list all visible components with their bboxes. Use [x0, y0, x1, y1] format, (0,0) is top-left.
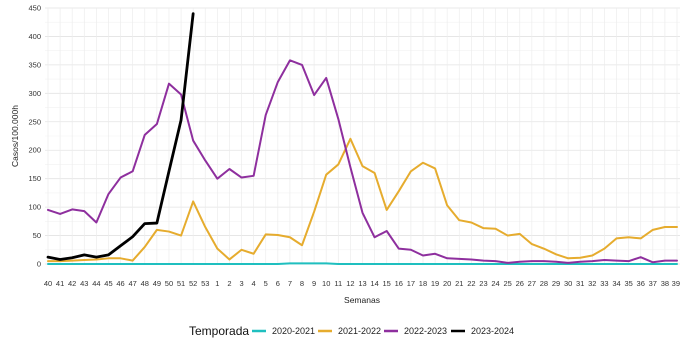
x-tick-label: 41 — [56, 279, 64, 288]
x-tick-label: 47 — [129, 279, 137, 288]
y-tick-label: 250 — [28, 117, 41, 126]
y-tick-label: 450 — [28, 4, 41, 13]
x-tick-label: 18 — [419, 279, 427, 288]
x-tick-label: 32 — [588, 279, 596, 288]
x-tick-label: 35 — [624, 279, 632, 288]
y-tick-label: 100 — [28, 203, 41, 212]
x-tick-label: 1 — [215, 279, 219, 288]
x-tick-label: 40 — [44, 279, 52, 288]
x-tick-label: 38 — [661, 279, 669, 288]
x-tick-label: 33 — [600, 279, 608, 288]
x-tick-label: 27 — [528, 279, 536, 288]
x-tick-labels: 40 41 42 43 44 45 46 47 48 49 50 51 52 53 1 2 3 4 5 6 7 8 9 10 1… — [44, 279, 680, 288]
legend-label-2023-2024: 2023-2024 — [471, 326, 514, 336]
x-tick-label: 53 — [201, 279, 209, 288]
x-tick-label: 24 — [491, 279, 499, 288]
x-tick-label: 23 — [479, 279, 487, 288]
x-tick-label: 11 — [334, 279, 342, 288]
y-tick-label: 0 — [37, 260, 41, 269]
x-tick-label: 43 — [80, 279, 88, 288]
x-tick-label: 6 — [276, 279, 280, 288]
x-tick-label: 4 — [252, 279, 256, 288]
x-tick-label: 17 — [407, 279, 415, 288]
y-tick-label: 400 — [28, 32, 41, 41]
x-tick-label: 39 — [672, 279, 680, 288]
x-tick-label: 44 — [92, 279, 100, 288]
y-tick-label: 150 — [28, 174, 41, 183]
x-tick-label: 46 — [116, 279, 124, 288]
x-tick-label: 14 — [370, 279, 378, 288]
x-tick-label: 12 — [346, 279, 354, 288]
legend-label-2020-2021: 2020-2021 — [272, 326, 315, 336]
x-tick-label: 8 — [300, 279, 304, 288]
x-tick-label: 13 — [358, 279, 366, 288]
x-tick-label: 9 — [312, 279, 316, 288]
x-tick-label: 7 — [288, 279, 292, 288]
x-tick-label: 42 — [68, 279, 76, 288]
x-tick-label: 20 — [443, 279, 451, 288]
x-tick-label: 37 — [649, 279, 657, 288]
x-tick-label: 25 — [503, 279, 511, 288]
x-tick-label: 3 — [239, 279, 243, 288]
y-tick-label: 50 — [33, 231, 41, 240]
x-tick-label: 50 — [165, 279, 173, 288]
x-tick-label: 10 — [322, 279, 330, 288]
x-tick-label: 52 — [189, 279, 197, 288]
x-tick-label: 26 — [516, 279, 524, 288]
x-tick-label: 2 — [227, 279, 231, 288]
x-tick-label: 5 — [264, 279, 268, 288]
y-tick-label: 350 — [28, 60, 41, 69]
series-lines — [46, 12, 678, 265]
series-line-2021-2022 — [47, 137, 678, 263]
x-tick-label: 30 — [564, 279, 572, 288]
x-tick-label: 51 — [177, 279, 185, 288]
x-tick-label: 36 — [637, 279, 645, 288]
x-tick-label: 49 — [153, 279, 161, 288]
x-tick-label: 22 — [467, 279, 475, 288]
legend-label-2021-2022: 2021-2022 — [338, 326, 381, 336]
series-line-2023-2024 — [46, 12, 195, 261]
x-tick-label: 15 — [383, 279, 391, 288]
x-tick-label: 45 — [104, 279, 112, 288]
y-tick-labels: 0 50 100 150 200 250 300 350 400 450 — [28, 4, 41, 269]
x-tick-label: 29 — [552, 279, 560, 288]
legend-title: Temporada — [189, 324, 249, 338]
legend-label-2022-2023: 2022-2023 — [404, 326, 447, 336]
x-tick-label: 31 — [576, 279, 584, 288]
x-axis-label: Semanas — [344, 295, 380, 305]
x-tick-label: 16 — [395, 279, 403, 288]
x-tick-label: 34 — [612, 279, 620, 288]
y-axis-label: Casos/100.000h — [10, 105, 20, 167]
x-tick-label: 28 — [540, 279, 548, 288]
y-tick-label: 300 — [28, 89, 41, 98]
series-line-2020-2021 — [47, 262, 678, 265]
y-tick-label: 200 — [28, 146, 41, 155]
x-tick-label: 21 — [455, 279, 463, 288]
legend: Temporada 2020-2021 2021-2022 2022-2023 202… — [189, 324, 514, 338]
x-tick-label: 19 — [431, 279, 439, 288]
series-line-2022-2023 — [47, 59, 678, 264]
x-tick-label: 48 — [141, 279, 149, 288]
